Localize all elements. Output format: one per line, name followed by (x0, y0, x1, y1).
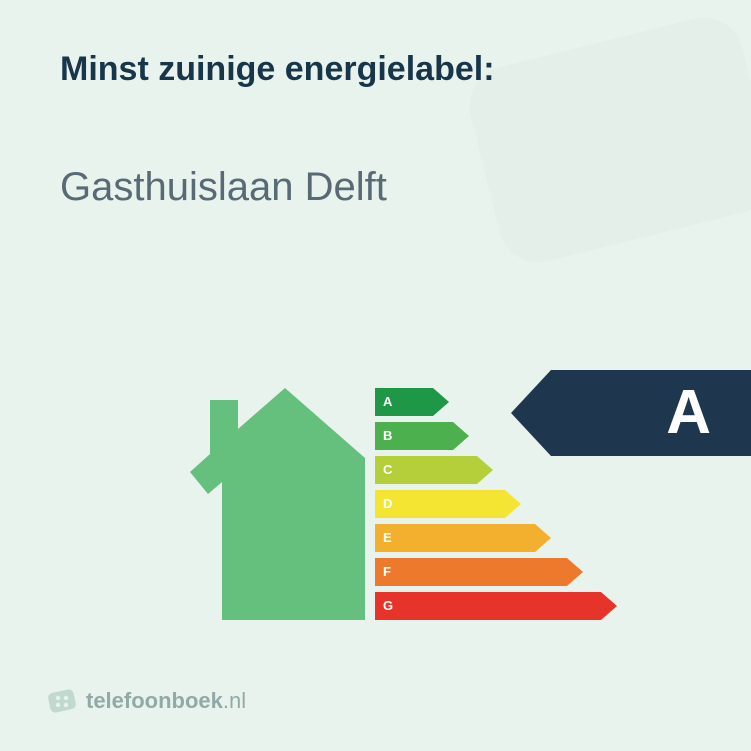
energy-bar-e (375, 524, 551, 552)
rating-badge-letter: A (666, 370, 711, 456)
energy-bar-label: C (383, 456, 392, 484)
energy-bar-label: E (383, 524, 392, 552)
footer-logo-icon (48, 687, 76, 715)
background-watermark (451, 0, 751, 330)
page-title: Minst zuinige energielabel: (60, 50, 495, 89)
energy-bar-label: F (383, 558, 391, 586)
energy-bar-label: B (383, 422, 392, 450)
rating-badge: A (511, 370, 751, 456)
page-subtitle: Gasthuislaan Delft (60, 165, 387, 210)
energy-bar-f (375, 558, 583, 586)
energy-bar-g (375, 592, 617, 620)
footer: telefoonboek.nl (48, 687, 246, 715)
energy-bar-c (375, 456, 493, 484)
footer-text: telefoonboek.nl (86, 688, 246, 714)
energy-bar-label: A (383, 388, 392, 416)
energy-bar-label: G (383, 592, 393, 620)
house-icon (180, 370, 390, 630)
footer-brand: telefoonboek (86, 688, 223, 713)
footer-suffix: .nl (223, 688, 246, 713)
energy-bar-label: D (383, 490, 392, 518)
energy-bar-d (375, 490, 521, 518)
